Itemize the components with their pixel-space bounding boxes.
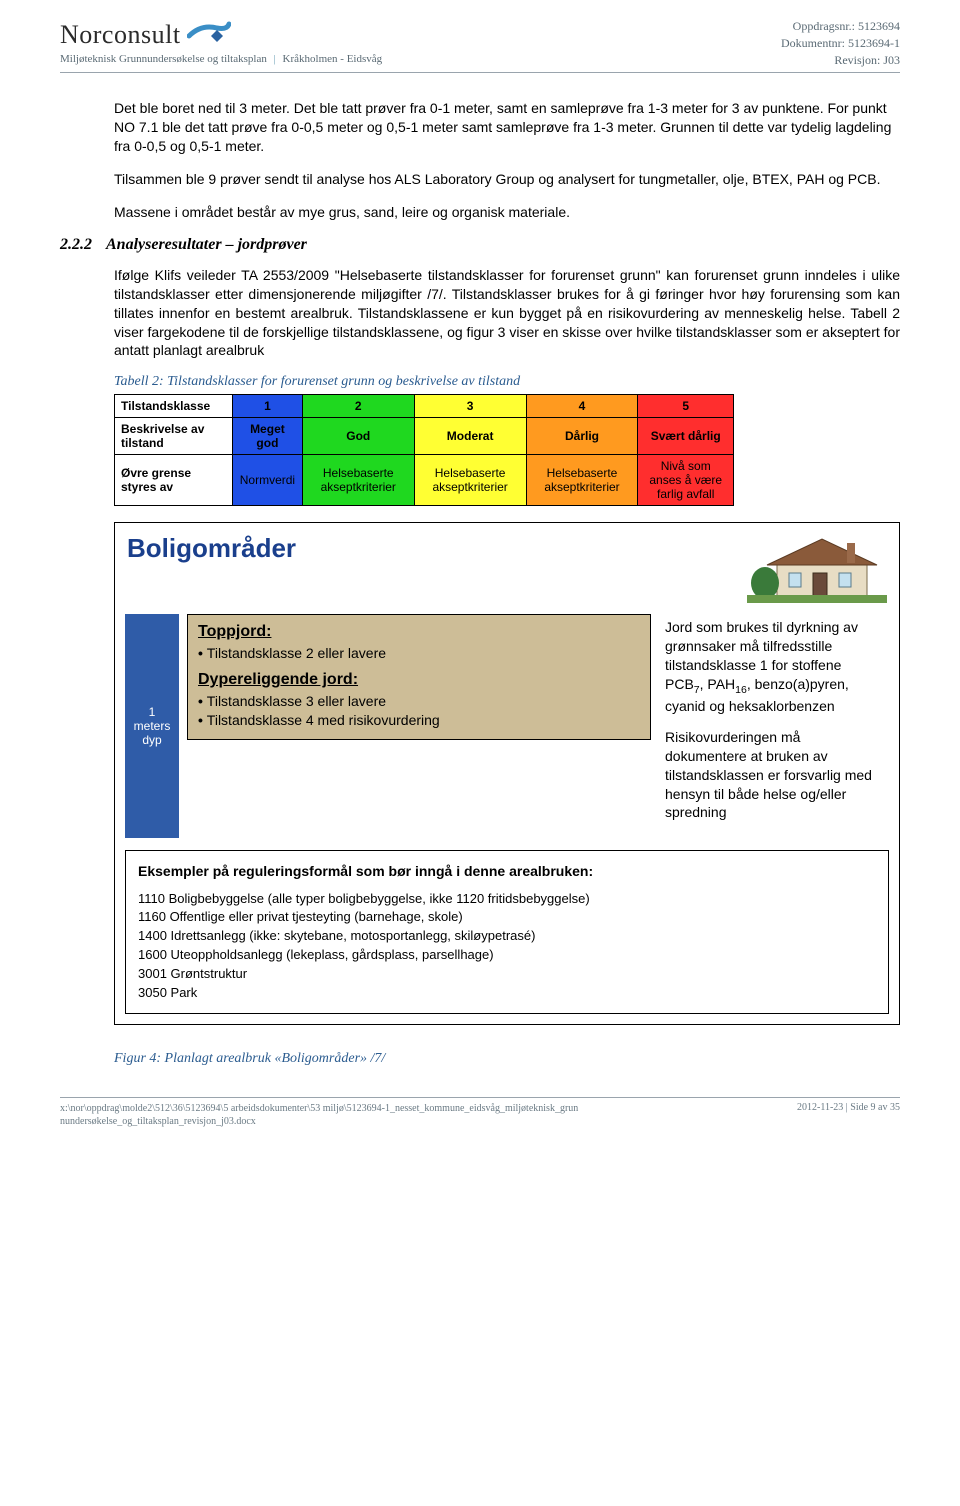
logo-block: Norconsult Miljøteknisk Grunnundersøkels… (60, 18, 382, 65)
row-head-3: Øvre grense styres av (115, 455, 233, 506)
col-5-limit: Nivå som anses å være farlig avfall (638, 455, 734, 506)
header-meta: Oppdragsnr.: 5123694 Dokumentnr: 5123694… (781, 18, 900, 68)
row-head-2: Beskrivelse av tilstand (115, 418, 233, 455)
side-p2: Risikovurderingen må dokumentere at bruk… (665, 728, 883, 822)
table-row-nums: Tilstandsklasse 1 2 3 4 5 (115, 395, 734, 418)
example-line: 1160 Offentlige eller privat tjesteyting… (138, 908, 876, 927)
col-3-limit: Helsebaserte akseptkriterier (414, 455, 526, 506)
footer-left: x:\nor\oppdrag\molde2\512\36\5123694\5 a… (60, 1102, 580, 1128)
col-4-num: 4 (526, 395, 638, 418)
house-icon (747, 533, 887, 606)
soil-item: Tilstandsklasse 2 eller lavere (198, 645, 640, 661)
col-2-desc: God (302, 418, 414, 455)
examples-box: Eksempler på reguleringsformål som bør i… (125, 850, 889, 1013)
example-line: 1600 Uteoppholdsanlegg (lekeplass, gårds… (138, 946, 876, 965)
col-4-limit: Helsebaserte akseptkriterier (526, 455, 638, 506)
infobox-bolig: Boligområder 1 meters dyp (114, 522, 900, 1024)
logo-text: Norconsult (60, 20, 181, 50)
col-5-desc: Svært dårlig (638, 418, 734, 455)
col-1-desc: Meget god (233, 418, 303, 455)
header-subtitle-right: Kråkholmen - Eidsvåg (283, 53, 383, 65)
meta-oppdrag: Oppdragsnr.: 5123694 (781, 18, 900, 35)
separator-icon: | (274, 53, 276, 65)
example-line: 1400 Idrettsanlegg (ikke: skytebane, mot… (138, 927, 876, 946)
table-caption: Tabell 2: Tilstandsklasser for forurense… (114, 374, 900, 390)
col-4-desc: Dårlig (526, 418, 638, 455)
figure-caption: Figur 4: Planlagt arealbruk «Boligområde… (114, 1051, 900, 1067)
depth-label: 1 meters dyp (125, 614, 179, 838)
meta-dokument: Dokumentnr: 5123694-1 (781, 35, 900, 52)
section-title: Analyseresultater – jordprøver (106, 236, 307, 254)
header-subtitle-left: Miljøteknisk Grunnundersøkelse og tiltak… (60, 53, 267, 65)
example-line: 1110 Boligbebyggelse (alle typer boligbe… (138, 890, 876, 909)
table-row-desc: Beskrivelse av tilstand Meget god God Mo… (115, 418, 734, 455)
page-header: Norconsult Miljøteknisk Grunnundersøkels… (60, 18, 900, 73)
examples-heading: Eksempler på reguleringsformål som bør i… (138, 861, 876, 881)
toppjord-box: Toppjord: Tilstandsklasse 2 eller lavere… (187, 614, 651, 740)
col-2-limit: Helsebaserte akseptkriterier (302, 455, 414, 506)
example-line: 3050 Park (138, 984, 876, 1003)
col-3-desc: Moderat (414, 418, 526, 455)
meta-revisjon: Revisjon: J03 (781, 52, 900, 69)
soil-item: Tilstandsklasse 4 med risikovurdering (198, 712, 640, 728)
dyp-heading: Dypereliggende jord: (198, 671, 640, 689)
table-row-limit: Øvre grense styres av Normverdi Helsebas… (115, 455, 734, 506)
col-5-num: 5 (638, 395, 734, 418)
col-1-num: 1 (233, 395, 303, 418)
soil-item: Tilstandsklasse 3 eller lavere (198, 693, 640, 709)
infobox-side-text: Jord som brukes til dyrkning av grønnsak… (659, 614, 889, 838)
row-head-1: Tilstandsklasse (115, 395, 233, 418)
footer-right: 2012-11-23 | Side 9 av 35 (797, 1102, 900, 1128)
body-block: Det ble boret ned til 3 meter. Det ble t… (114, 99, 900, 221)
toppjord-heading: Toppjord: (198, 623, 640, 641)
section-paragraph: Ifølge Klifs veileder TA 2553/2009 "Hels… (114, 266, 900, 360)
logo-icon (187, 18, 231, 51)
section-number: 2.2.2 (60, 236, 92, 254)
side-p1: Jord som brukes til dyrkning av grønnsak… (665, 618, 883, 716)
page-footer: x:\nor\oppdrag\molde2\512\36\5123694\5 a… (60, 1097, 900, 1128)
paragraph-1: Det ble boret ned til 3 meter. Det ble t… (114, 99, 900, 156)
col-2-num: 2 (302, 395, 414, 418)
example-line: 3001 Grøntstruktur (138, 965, 876, 984)
tilstandsklasse-table: Tilstandsklasse 1 2 3 4 5 Beskrivelse av… (114, 394, 734, 506)
paragraph-3: Massene i området består av mye grus, sa… (114, 203, 900, 222)
infobox-title: Boligområder (127, 533, 296, 564)
paragraph-2: Tilsammen ble 9 prøver sendt til analyse… (114, 170, 900, 189)
col-3-num: 3 (414, 395, 526, 418)
col-1-limit: Normverdi (233, 455, 303, 506)
section-heading: 2.2.2 Analyseresultater – jordprøver (60, 236, 900, 254)
